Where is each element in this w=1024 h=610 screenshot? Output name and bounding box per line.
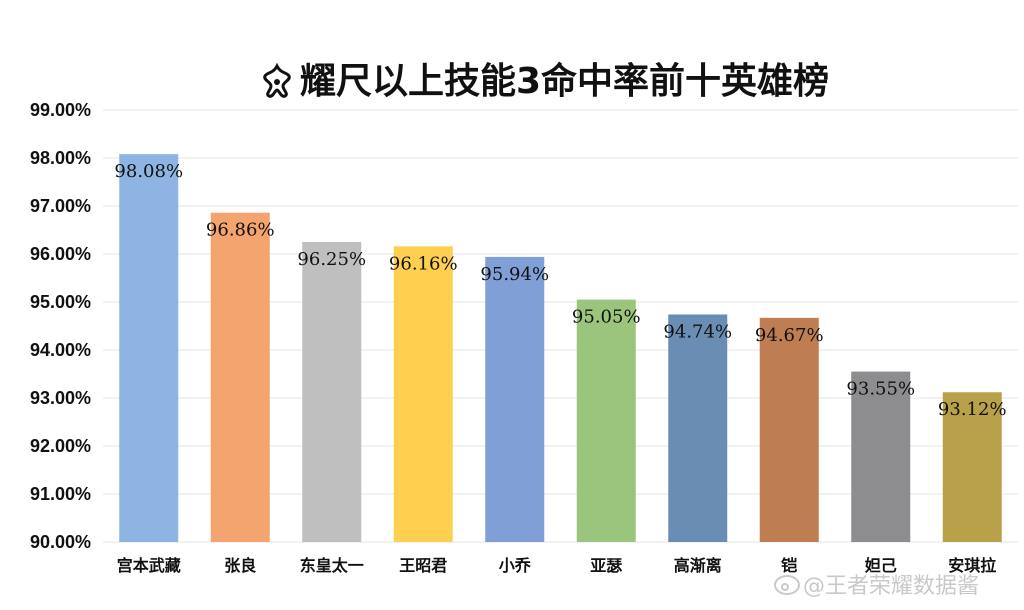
y-tick-label: 97.00% bbox=[30, 196, 91, 216]
data-label: 94.74% bbox=[663, 321, 732, 342]
data-label: 96.86% bbox=[206, 220, 275, 241]
y-tick-label: 92.00% bbox=[30, 436, 91, 456]
y-tick-label: 93.00% bbox=[30, 388, 91, 408]
data-label: 95.94% bbox=[480, 264, 549, 285]
y-tick-label: 91.00% bbox=[30, 484, 91, 504]
bar-2 bbox=[302, 242, 362, 542]
data-label: 93.12% bbox=[938, 399, 1007, 420]
data-labels: 98.08% 96.86% 96.25% 96.16% 95.94% 95.05% 94.7… bbox=[114, 161, 1006, 420]
x-tick-label: 妲己 bbox=[865, 556, 897, 575]
y-tick-label: 90.00% bbox=[30, 532, 91, 552]
x-tick-label: 东皇太一 bbox=[300, 556, 364, 575]
bar-3 bbox=[393, 246, 453, 542]
flower-icon bbox=[263, 62, 291, 98]
bar-6 bbox=[668, 314, 728, 542]
y-axis-ticks: 90.00% 91.00% 92.00% 93.00% 94.00% 95.00% 96.0… bbox=[30, 100, 91, 552]
x-tick-label: 小乔 bbox=[499, 556, 532, 575]
y-tick-label: 99.00% bbox=[30, 100, 91, 120]
x-tick-label: 张良 bbox=[224, 556, 256, 575]
data-label: 93.55% bbox=[846, 379, 915, 400]
x-tick-label: 安琪拉 bbox=[948, 556, 996, 575]
chart-title: 耀尺以上技能3命中率前十英雄榜 bbox=[300, 60, 829, 102]
data-label: 95.05% bbox=[572, 307, 641, 328]
bar-1 bbox=[210, 212, 270, 542]
bar-0 bbox=[119, 154, 179, 542]
x-tick-label: 宫本武藏 bbox=[117, 556, 181, 575]
x-tick-label: 高渐离 bbox=[674, 556, 722, 575]
weibo-icon bbox=[774, 575, 800, 595]
bar-8 bbox=[851, 371, 911, 542]
watermark-text: @王者荣耀数据酱 bbox=[803, 574, 979, 599]
x-tick-label: 王昭君 bbox=[399, 556, 447, 575]
watermark: @王者荣耀数据酱 bbox=[774, 574, 979, 599]
y-tick-label: 96.00% bbox=[30, 244, 91, 264]
bars bbox=[119, 154, 1002, 542]
x-tick-label: 亚瑟 bbox=[590, 556, 622, 575]
data-label: 98.08% bbox=[114, 161, 183, 182]
bar-4 bbox=[485, 256, 545, 542]
y-tick-label: 98.00% bbox=[30, 148, 91, 168]
data-label: 94.67% bbox=[755, 325, 824, 346]
bar-9 bbox=[942, 392, 1002, 542]
y-tick-label: 94.00% bbox=[30, 340, 91, 360]
data-label: 96.16% bbox=[389, 253, 458, 274]
bar-7 bbox=[759, 317, 819, 542]
x-tick-label: 铠 bbox=[780, 556, 797, 575]
chart-title-group: 耀尺以上技能3命中率前十英雄榜 bbox=[263, 60, 829, 102]
bar-5 bbox=[576, 299, 636, 542]
x-axis-ticks: 宫本武藏 张良 东皇太一 王昭君 小乔 亚瑟 高渐离 铠 妲己 安琪拉 bbox=[117, 556, 997, 575]
data-label: 96.25% bbox=[297, 249, 366, 270]
y-tick-label: 95.00% bbox=[30, 292, 91, 312]
